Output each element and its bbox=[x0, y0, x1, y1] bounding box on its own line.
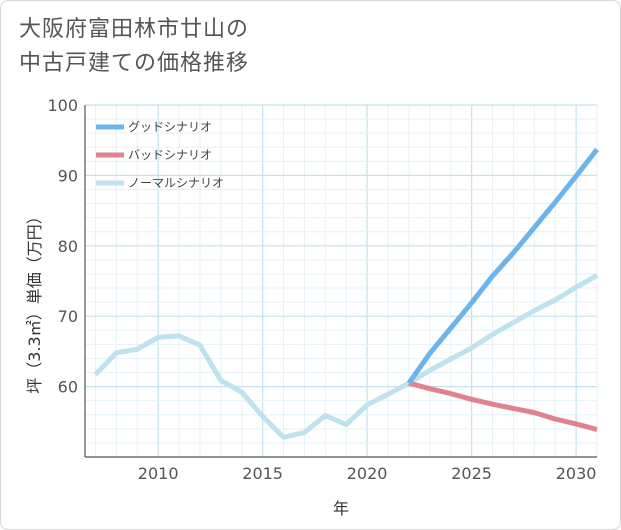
x-tick-label: 2010 bbox=[138, 464, 179, 483]
plot-area bbox=[85, 105, 597, 457]
axes bbox=[84, 105, 597, 458]
x-tick-label: 2025 bbox=[451, 464, 492, 483]
legend-label-0: グッドシナリオ bbox=[128, 120, 212, 134]
series-line-0 bbox=[406, 147, 599, 385]
x-axis-label: 年 bbox=[333, 499, 349, 518]
series-line-1 bbox=[408, 380, 598, 432]
series-lines bbox=[93, 147, 599, 440]
legend-label-2: ノーマルシナリオ bbox=[128, 176, 224, 190]
y-tick-label: 90 bbox=[58, 166, 78, 185]
x-tick-label: 2020 bbox=[347, 464, 388, 483]
y-tick-label: 100 bbox=[47, 96, 78, 115]
y-tick-label: 60 bbox=[58, 378, 78, 397]
y-tick-label: 80 bbox=[58, 237, 78, 256]
x-tick-label: 2015 bbox=[242, 464, 283, 483]
chart-title-line-1: 大阪府富田林市廿山の bbox=[19, 17, 250, 42]
grid-lines bbox=[85, 104, 598, 458]
series-line-2 bbox=[93, 273, 599, 440]
chart-title: 大阪府富田林市廿山の 中古戸建ての価格推移 bbox=[19, 13, 249, 81]
y-axis-label: 坪（3.3㎡）単価（万円） bbox=[25, 208, 44, 393]
x-tick-label: 2030 bbox=[556, 464, 597, 483]
tick-labels: 2010 2015 2020 2025 2030 60 70 80 90 100 bbox=[47, 96, 596, 483]
chart-title-line-2: 中古戸建ての価格推移 bbox=[19, 51, 250, 76]
y-tick-label: 70 bbox=[58, 307, 78, 326]
legend-label-1: バッドシナリオ bbox=[128, 148, 212, 162]
